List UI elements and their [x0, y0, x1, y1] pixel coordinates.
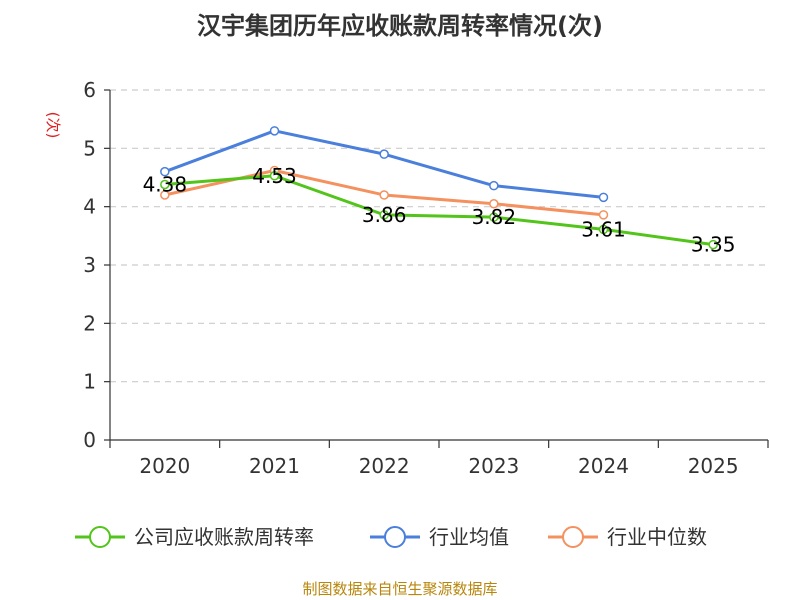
data-label: 3.82 [472, 205, 517, 229]
data-point[interactable] [379, 190, 389, 200]
data-point[interactable] [269, 171, 280, 181]
data-labels: 4.38 4.53 3.86 3.82 3.61 3.35 [143, 164, 736, 257]
data-label: 3.61 [581, 217, 626, 241]
data-point[interactable] [379, 149, 389, 159]
legend-label: 行业中位数 [607, 525, 707, 549]
series-group [160, 126, 718, 250]
data-point[interactable] [160, 179, 170, 190]
chart-title: 汉宇集团历年应收账款周转率情况(次) [197, 12, 603, 40]
y-tick-label: 4 [83, 195, 96, 219]
x-tick-label: 2024 [578, 454, 629, 478]
x-tick-label: 2020 [139, 454, 190, 478]
data-point[interactable] [489, 199, 499, 209]
data-point[interactable] [489, 180, 499, 191]
y-tick-label: 1 [83, 370, 96, 394]
source-note: 制图数据来自恒生聚源数据库 [302, 580, 497, 598]
x-tick-label: 2023 [468, 454, 519, 478]
data-point[interactable] [598, 210, 609, 220]
y-tick-label: 0 [83, 428, 96, 452]
data-point[interactable] [379, 210, 389, 220]
data-point[interactable] [160, 190, 170, 200]
legend-label: 公司应收账款周转率 [134, 525, 314, 549]
legend-marker [384, 526, 406, 548]
legend-label: 行业均值 [429, 525, 509, 549]
legend[interactable]: 公司应收账款周转率 行业均值 行业中位数 [75, 525, 707, 549]
y-tick-label: 3 [83, 253, 96, 277]
legend-item-2[interactable]: 行业中位数 [548, 525, 707, 549]
data-point[interactable] [708, 239, 718, 250]
data-label: 3.86 [362, 203, 407, 227]
x-tick-label: 2025 [688, 454, 739, 478]
axes: 0 1 2 3 4 5 6 2020 2021 2022 2023 2024 2025 [83, 78, 769, 478]
y-tick-label: 6 [83, 78, 96, 102]
grid [110, 89, 768, 383]
y-axis-label: (次) [44, 112, 62, 139]
legend-item-0[interactable]: 公司应收账款周转率 [75, 525, 314, 549]
series-0 [160, 171, 718, 250]
x-tick-label: 2022 [359, 454, 410, 478]
legend-marker [562, 526, 584, 548]
legend-marker [89, 526, 111, 548]
data-label: 4.38 [143, 173, 188, 197]
data-point[interactable] [598, 224, 609, 235]
series-1 [160, 126, 609, 203]
y-tick-label: 2 [83, 311, 96, 335]
data-point[interactable] [598, 192, 609, 203]
legend-item-1[interactable]: 行业均值 [370, 525, 509, 549]
data-point[interactable] [160, 166, 170, 177]
series-line [164, 174, 714, 247]
data-label: 4.53 [252, 164, 297, 188]
series-line [164, 129, 604, 199]
data-label: 3.35 [691, 233, 736, 257]
data-point[interactable] [489, 212, 499, 222]
x-tick-label: 2021 [249, 454, 300, 478]
data-point[interactable] [269, 126, 280, 136]
y-tick-label: 5 [83, 136, 96, 160]
